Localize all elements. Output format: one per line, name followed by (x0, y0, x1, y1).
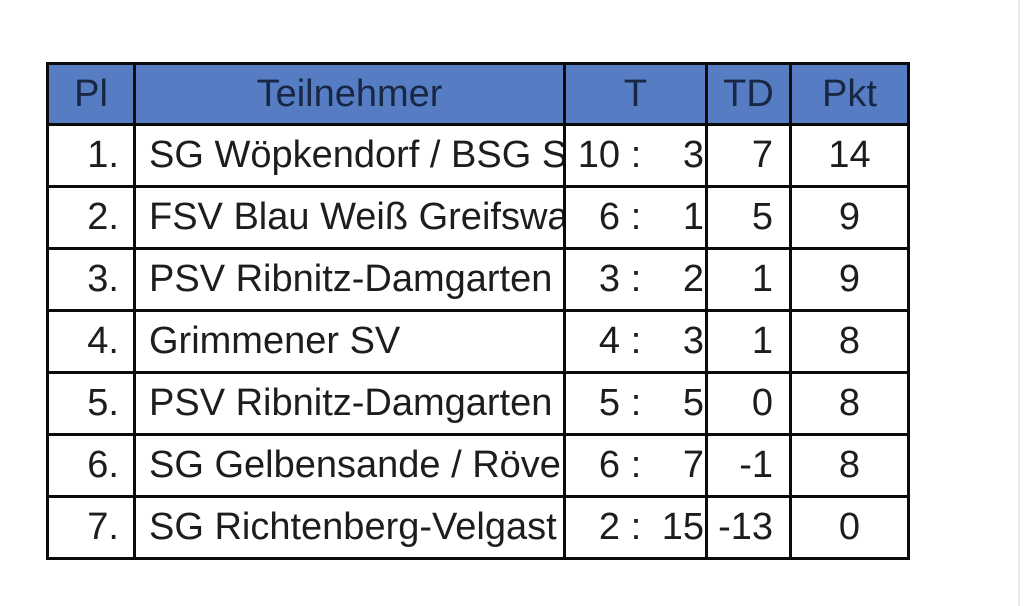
goals-for: 10 (577, 134, 620, 176)
goals-against: 7 (682, 444, 704, 486)
score-separator: : (630, 506, 642, 548)
table-row: 3. PSV Ribnitz-Damgarten I 3:2 1 9 (46, 247, 910, 312)
points-cell: 9 (789, 247, 910, 312)
points-cell: 9 (789, 185, 910, 250)
col-header-score: T (563, 62, 708, 126)
score-separator: : (630, 444, 642, 486)
table-row: 4. Grimmener SV 4:3 1 8 (46, 309, 910, 374)
rank-cell: 4. (46, 309, 136, 374)
goals-against: 5 (682, 382, 704, 424)
score-cell: 5:5 (563, 371, 708, 436)
points-cell: 8 (789, 371, 910, 436)
team-cell: PSV Ribnitz-Damgarten II (133, 371, 566, 436)
score-separator: : (630, 196, 642, 238)
score-cell: 10:3 (563, 123, 708, 188)
score-cell: 3:2 (563, 247, 708, 312)
goals-for: 4 (598, 320, 620, 362)
diff-cell: 0 (705, 371, 792, 436)
score-separator: : (630, 134, 642, 176)
points-cell: 8 (789, 433, 910, 498)
table-row: 7. SG Richtenberg-Velgast 2:15 -13 0 (46, 495, 910, 560)
points-cell: 8 (789, 309, 910, 374)
diff-cell: 1 (705, 247, 792, 312)
rank-cell: 5. (46, 371, 136, 436)
col-header-rank: Pl (46, 62, 136, 126)
goals-against: 15 (661, 506, 704, 548)
rank-cell: 2. (46, 185, 136, 250)
goals-against: 3 (682, 134, 704, 176)
diff-cell: 1 (705, 309, 792, 374)
header-row: Pl Teilnehmer T TD Pkt (46, 62, 910, 126)
score-separator: : (630, 320, 642, 362)
goals-for: 3 (598, 258, 620, 300)
table-row: 5. PSV Ribnitz-Damgarten II 5:5 0 8 (46, 371, 910, 436)
goals-for: 5 (598, 382, 620, 424)
goals-against: 3 (682, 320, 704, 362)
score-separator: : (630, 382, 642, 424)
col-header-points: Pkt (789, 62, 910, 126)
goals-for: 2 (598, 506, 620, 548)
image-right-edge-line (1018, 0, 1020, 606)
score-cell: 6:1 (563, 185, 708, 250)
diff-cell: -1 (705, 433, 792, 498)
team-cell: PSV Ribnitz-Damgarten I (133, 247, 566, 312)
team-cell: SG Gelbensande / Röversh (133, 433, 566, 498)
rank-cell: 6. (46, 433, 136, 498)
team-cell: SG Richtenberg-Velgast (133, 495, 566, 560)
rank-cell: 3. (46, 247, 136, 312)
col-header-diff: TD (705, 62, 792, 126)
table-row: 2. FSV Blau Weiß Greifswald 6:1 5 9 (46, 185, 910, 250)
team-cell: FSV Blau Weiß Greifswald (133, 185, 566, 250)
rank-cell: 1. (46, 123, 136, 188)
points-cell: 14 (789, 123, 910, 188)
goals-against: 1 (682, 196, 704, 238)
diff-cell: 7 (705, 123, 792, 188)
score-cell: 4:3 (563, 309, 708, 374)
diff-cell: 5 (705, 185, 792, 250)
goals-against: 2 (682, 258, 704, 300)
goals-for: 6 (598, 444, 620, 486)
standings-table: Pl Teilnehmer T TD Pkt 1. SG Wöpkendorf … (46, 62, 910, 560)
col-header-team: Teilnehmer (133, 62, 566, 126)
rank-cell: 7. (46, 495, 136, 560)
team-cell: Grimmener SV (133, 309, 566, 374)
goals-for: 6 (598, 196, 620, 238)
diff-cell: -13 (705, 495, 792, 560)
team-cell: SG Wöpkendorf / BSG SH (133, 123, 566, 188)
table-row: 1. SG Wöpkendorf / BSG SH 10:3 7 14 (46, 123, 910, 188)
points-cell: 0 (789, 495, 910, 560)
score-separator: : (630, 258, 642, 300)
table-row: 6. SG Gelbensande / Röversh 6:7 -1 8 (46, 433, 910, 498)
score-cell: 6:7 (563, 433, 708, 498)
score-cell: 2:15 (563, 495, 708, 560)
